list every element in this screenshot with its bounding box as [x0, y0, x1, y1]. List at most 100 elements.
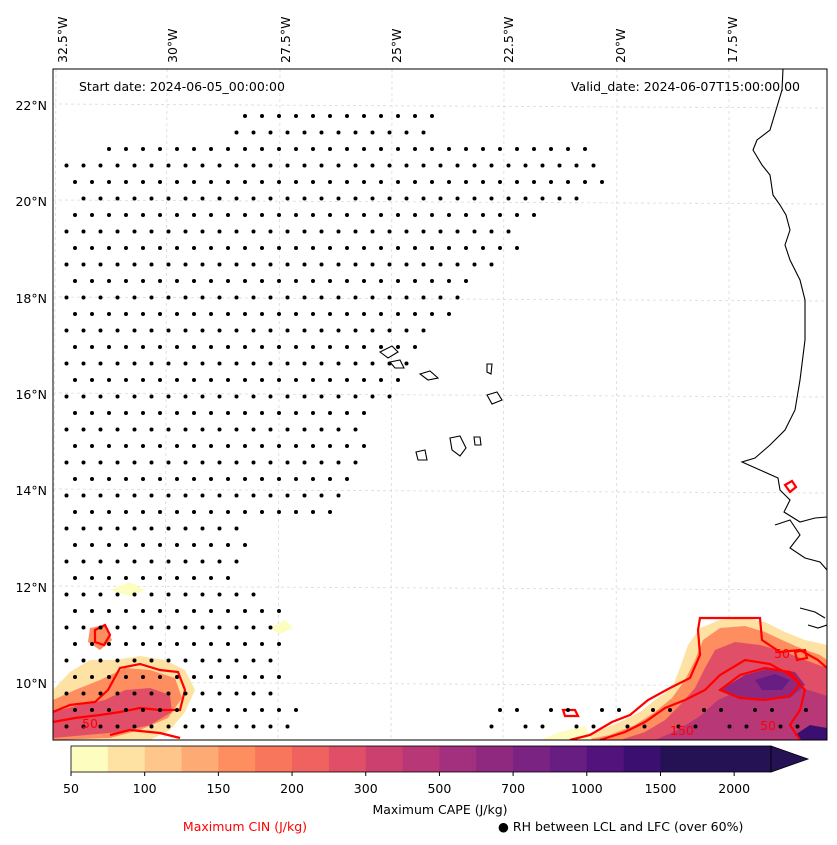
- rh-dot: [166, 427, 171, 432]
- rh-dot: [192, 147, 196, 151]
- rh-dot: [141, 675, 145, 679]
- rh-dot: [217, 526, 222, 531]
- rh-dot: [64, 163, 69, 168]
- rh-dot: [192, 543, 196, 547]
- rh-dot: [183, 658, 188, 663]
- colorbar-tick-label: 700: [501, 781, 525, 796]
- rh-dot: [472, 196, 477, 201]
- rh-dot: [319, 493, 324, 498]
- rh-dot: [166, 361, 171, 366]
- rh-dot: [379, 213, 383, 217]
- colorbar-segment: [549, 746, 588, 772]
- rh-dot: [447, 180, 451, 184]
- colorbar-tick-label: 2000: [718, 781, 750, 796]
- rh-dot: [183, 592, 188, 597]
- colorbar-tick-label: 50: [63, 781, 79, 796]
- rh-dot: [591, 724, 596, 729]
- rh-dot: [498, 180, 502, 184]
- cin-legend-label: Maximum CIN (J/kg): [183, 819, 307, 834]
- rh-dot: [132, 328, 137, 333]
- rh-dot: [277, 675, 281, 679]
- rh-dot: [124, 411, 128, 415]
- rh-dot: [285, 130, 290, 135]
- rh-dot: [149, 592, 154, 597]
- rh-dot: [311, 279, 315, 283]
- rh-dot: [413, 312, 417, 316]
- rh-dot: [387, 394, 392, 399]
- rh-dot: [396, 114, 400, 118]
- rh-dot: [141, 543, 145, 547]
- rh-dot: [353, 328, 358, 333]
- rh-dot: [64, 691, 69, 696]
- rh-dot: [243, 642, 247, 646]
- rh-dot: [268, 262, 273, 267]
- rh-dot: [727, 724, 732, 729]
- rh-dot: [319, 460, 324, 465]
- rh-dot: [481, 213, 485, 217]
- rh-dot: [209, 147, 213, 151]
- rh-dot: [234, 559, 239, 564]
- rh-dot: [413, 279, 417, 283]
- colorbar-extend-arrow: [770, 745, 810, 773]
- rh-dot: [353, 295, 358, 300]
- rh-dot: [285, 493, 290, 498]
- rh-dot: [430, 312, 434, 316]
- rh-dot: [226, 411, 230, 415]
- rh-dot: [141, 279, 145, 283]
- rh-dot: [124, 543, 128, 547]
- rh-dot: [387, 295, 392, 300]
- rh-dot: [183, 163, 188, 168]
- rh-dot: [243, 477, 247, 481]
- rh-dot: [302, 163, 307, 168]
- rh-dot: [209, 543, 213, 547]
- rh-dot: [617, 708, 621, 712]
- rh-dot: [489, 196, 494, 201]
- rh-dot: [362, 213, 366, 217]
- rh-dot: [90, 609, 94, 613]
- rh-dot: [209, 444, 213, 448]
- cape-colorbar: 50 100 150 200 300 500 700 1000 1500 2000 Maximum…: [63, 745, 810, 817]
- rh-dot: [260, 444, 264, 448]
- rh-dot: [260, 642, 264, 646]
- rh-dot: [455, 163, 460, 168]
- rh-dot: [260, 246, 264, 250]
- rh-dot: [192, 609, 196, 613]
- rh-dot: [124, 180, 128, 184]
- rh-dot: [285, 229, 290, 234]
- rh-dot: [98, 493, 103, 498]
- rh-dot: [149, 460, 154, 465]
- rh-dot: [192, 180, 196, 184]
- rh-dot: [217, 163, 222, 168]
- rh-dot: [294, 246, 298, 250]
- rh-dot: [183, 724, 188, 729]
- rh-dot: [73, 444, 77, 448]
- rh-dot: [149, 691, 154, 696]
- rh-dot: [319, 394, 324, 399]
- rh-dot: [217, 559, 222, 564]
- colorbar-segment: [660, 746, 771, 772]
- rh-dot: [209, 246, 213, 250]
- lat-label: 12°N: [15, 580, 47, 595]
- rh-dot: [387, 196, 392, 201]
- rh-dot: [234, 724, 239, 729]
- rh-dot: [217, 592, 222, 597]
- rh-dot: [158, 477, 162, 481]
- rh-dot: [498, 147, 502, 151]
- rh-dot: [413, 180, 417, 184]
- rh-dot: [396, 345, 400, 349]
- rh-dot: [379, 246, 383, 250]
- rh-dot: [447, 147, 451, 151]
- rh-dot: [64, 295, 69, 300]
- rh-dot: [285, 328, 290, 333]
- rh-dot: [328, 246, 332, 250]
- rh-dot: [668, 708, 672, 712]
- rh-dot: [209, 312, 213, 316]
- rh-dot: [540, 196, 545, 201]
- rh-dot: [226, 345, 230, 349]
- rh-dot: [243, 444, 247, 448]
- rh-dot: [387, 328, 392, 333]
- rh-dot: [217, 691, 222, 696]
- cin-contour-label: 50: [760, 718, 776, 733]
- rh-dot: [64, 493, 69, 498]
- rh-dot: [243, 675, 247, 679]
